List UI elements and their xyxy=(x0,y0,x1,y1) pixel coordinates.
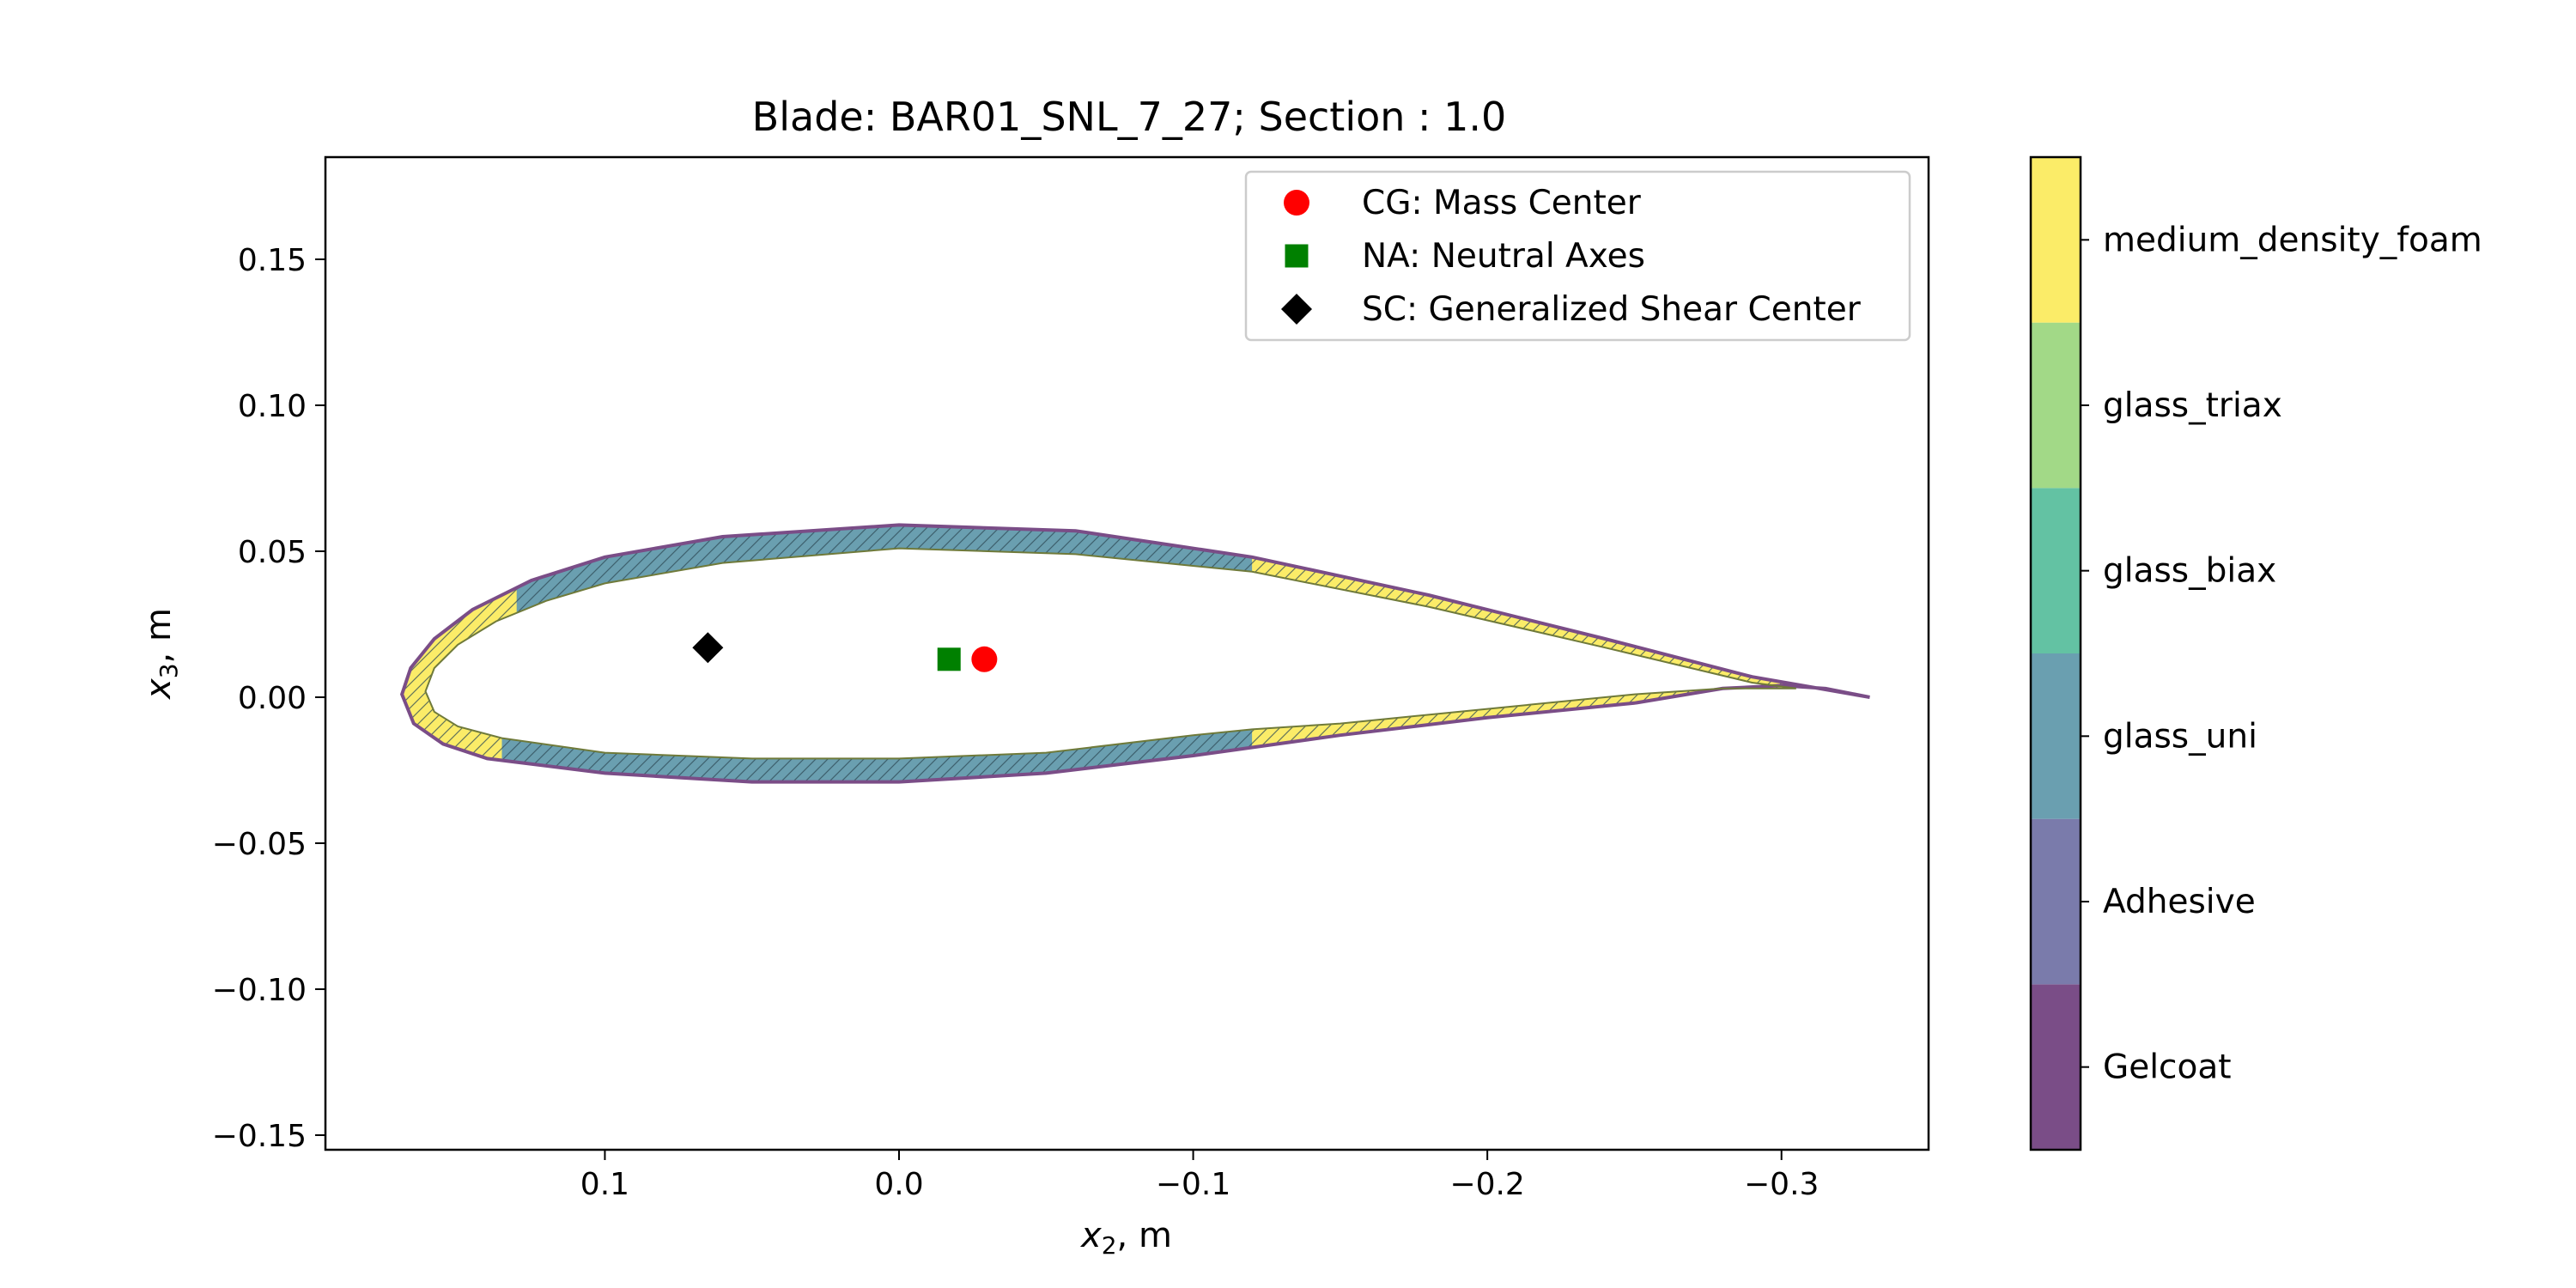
x-axis-label: x2, m xyxy=(1079,1216,1172,1260)
sc-point xyxy=(692,632,724,664)
gelcoat-outline xyxy=(399,523,1870,784)
colorbar-label: glass_uni xyxy=(2103,717,2257,756)
legend: CG: Mass Center NA: Neutral Axes SC: Gener… xyxy=(1244,170,1911,342)
chart-title: Blade: BAR01_SNL_7_27; Section : 1.0 xyxy=(752,94,1507,140)
colorbar-frame xyxy=(2029,155,2082,1151)
y-tick-label: 0.00 xyxy=(238,681,307,716)
y-tick-label: 0.05 xyxy=(238,535,307,570)
na-point xyxy=(937,647,961,671)
legend-label-cg: CG: Mass Center xyxy=(1362,184,1642,222)
y-axis-label: x3, m xyxy=(139,608,183,701)
cg-point xyxy=(971,646,998,672)
x-tick-label: 0.1 xyxy=(580,1167,629,1202)
y-tick-label: −0.05 xyxy=(212,827,307,862)
legend-box xyxy=(1244,170,1911,342)
x-tick-label: −0.2 xyxy=(1449,1167,1524,1202)
legend-marker-na xyxy=(1285,244,1309,268)
legend-marker-cg xyxy=(1284,190,1309,216)
y-tick-label: −0.15 xyxy=(212,1119,307,1154)
y-tick-label: 0.15 xyxy=(238,243,307,278)
plot-area: 0.1 0.0 −0.1 −0.2 −0.3 0.15 0.10 0.05 0.00 −0.05… xyxy=(212,155,1930,1202)
x-tick-label: 0.0 xyxy=(874,1167,923,1202)
upper-spar-cap-mesh xyxy=(516,525,1253,613)
colorbar-label: glass_biax xyxy=(2103,552,2276,591)
plot-frame xyxy=(324,155,1930,1151)
y-tick-label: 0.10 xyxy=(238,389,307,424)
colorbar: Gelcoat Adhesive glass_uni glass_biax glass_… xyxy=(2029,155,2482,1151)
y-axis-ticks: 0.15 0.10 0.05 0.00 −0.05 −0.10 −0.15 xyxy=(212,243,325,1154)
colorbar-segment xyxy=(2031,653,2081,819)
x-tick-label: −0.1 xyxy=(1156,1167,1230,1202)
lower-spar-cap-mesh xyxy=(501,729,1253,782)
colorbar-label: medium_density_foam xyxy=(2103,221,2482,259)
colorbar-segment xyxy=(2031,984,2081,1150)
colorbar-segment xyxy=(2031,322,2081,489)
legend-label-na: NA: Neutral Axes xyxy=(1362,237,1645,276)
colorbar-label: Gelcoat xyxy=(2103,1048,2232,1087)
x-axis-ticks: 0.1 0.0 −0.1 −0.2 −0.3 xyxy=(580,1150,1819,1202)
y-tick-label: −0.10 xyxy=(212,973,307,1008)
legend-label-sc: SC: Generalized Shear Center xyxy=(1362,290,1862,329)
airfoil-section xyxy=(399,523,1870,784)
colorbar-label: Adhesive xyxy=(2103,883,2256,921)
colorbar-segment xyxy=(2031,157,2081,323)
colorbar-segment xyxy=(2031,818,2081,985)
reference-points xyxy=(692,632,998,672)
colorbar-label: glass_triax xyxy=(2103,386,2282,425)
colorbar-segment xyxy=(2031,488,2081,653)
legend-marker-sc xyxy=(1281,294,1312,325)
x-tick-label: −0.3 xyxy=(1744,1167,1819,1202)
inner-outline xyxy=(424,547,1796,760)
